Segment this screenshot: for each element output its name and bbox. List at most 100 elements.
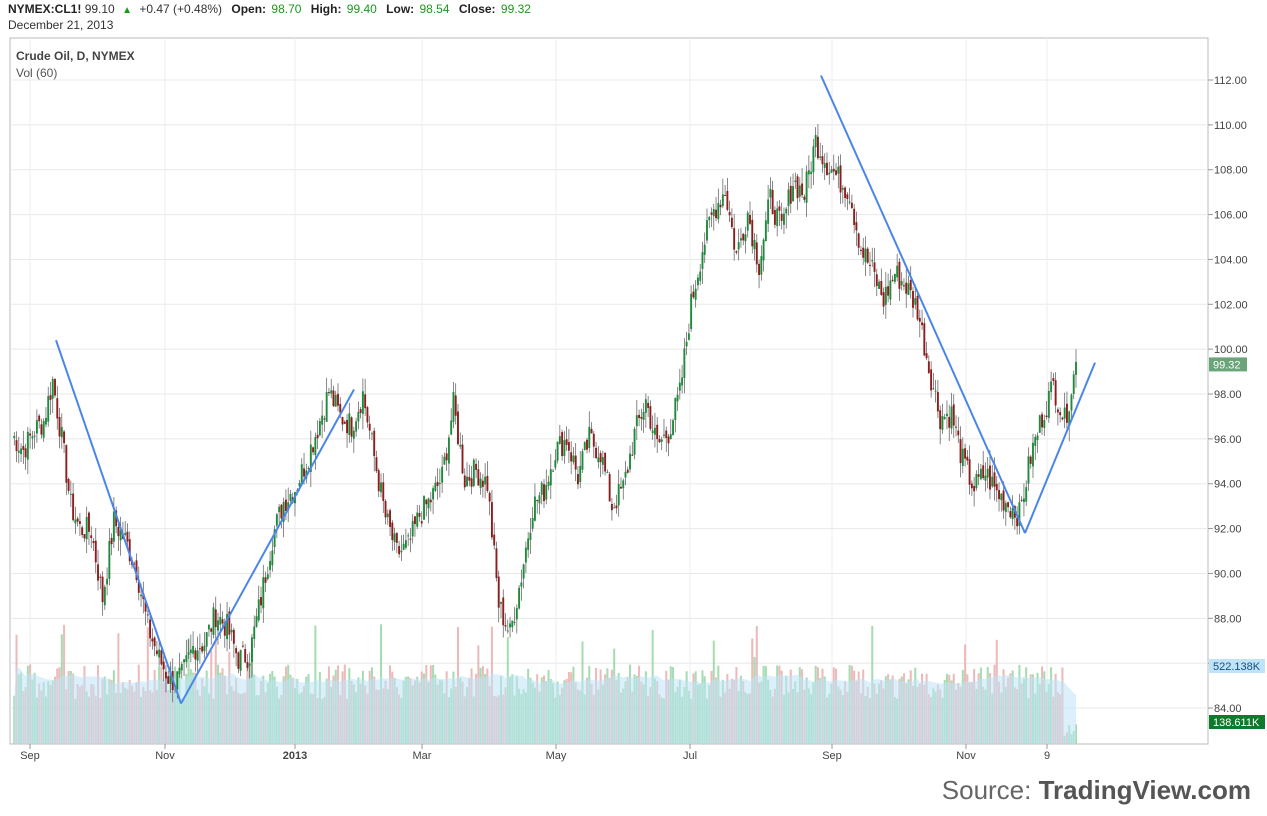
candle-body	[583, 442, 586, 451]
candle-body	[909, 279, 912, 291]
candle-body	[669, 434, 672, 439]
candle-body	[538, 495, 541, 504]
candle-body	[477, 469, 480, 486]
candle-body	[1068, 411, 1071, 426]
candle-body	[610, 503, 613, 511]
candle-body	[189, 649, 192, 654]
last-volume-tag-label: 138.611K	[1213, 717, 1260, 729]
candle-body	[230, 629, 233, 633]
candle-body	[515, 608, 518, 620]
candle-body	[94, 540, 97, 563]
candle-body	[884, 286, 887, 305]
candle-body	[520, 582, 523, 587]
candle-body	[67, 478, 70, 491]
candle-body	[620, 486, 622, 489]
candle-body	[33, 435, 36, 437]
candle-body	[644, 399, 647, 413]
candle-body	[622, 480, 625, 489]
candle-body	[364, 394, 367, 409]
candle-body	[126, 531, 129, 542]
candle-body	[712, 209, 715, 217]
candle-body	[327, 392, 330, 394]
candle-body	[733, 228, 736, 250]
candle-body	[101, 576, 104, 603]
candle-body	[581, 451, 584, 470]
candle-body	[986, 468, 989, 478]
candle-body	[1007, 502, 1010, 508]
source-name: TradingView.com	[1038, 775, 1251, 805]
candle-body	[796, 176, 799, 199]
x-tick-label: Sep	[822, 750, 842, 762]
candle-body	[1041, 414, 1043, 428]
candle-body	[402, 543, 405, 550]
candle-body	[22, 446, 25, 450]
candle-body	[56, 398, 59, 419]
candle-body	[361, 391, 364, 414]
candle-body	[898, 261, 901, 289]
candle-body	[674, 397, 677, 421]
candle-body	[875, 274, 878, 287]
candle-body	[155, 650, 158, 655]
candle-body	[246, 662, 249, 668]
candle-body	[633, 428, 636, 455]
candle-body	[778, 206, 781, 211]
candle-body	[773, 210, 776, 225]
candle-body	[63, 431, 66, 444]
candle-body	[429, 499, 432, 503]
candle-body	[45, 417, 47, 425]
candle-body	[608, 474, 611, 502]
candle-body	[721, 194, 724, 206]
candle-body	[563, 440, 566, 457]
candle-body	[244, 649, 247, 663]
candle-body	[314, 436, 317, 456]
candle-body	[149, 619, 152, 639]
high-label: High:	[310, 2, 342, 16]
candle-body	[776, 208, 779, 227]
symbol-header: NYMEX:CL1! 99.10 ▲ +0.47 (+0.48%) Open: …	[8, 2, 531, 16]
y-tick-label: 106.00	[1214, 210, 1248, 222]
candle-body	[384, 500, 387, 518]
candle-body	[266, 574, 269, 580]
candle-body	[724, 195, 727, 197]
candle-body	[826, 162, 828, 175]
candle-body	[1002, 490, 1005, 511]
candle-body	[660, 439, 663, 442]
open-label: Open:	[231, 2, 267, 16]
candle-body	[554, 460, 557, 468]
candle-body	[486, 475, 489, 491]
candle-body	[271, 550, 274, 566]
candle-body	[586, 439, 588, 450]
candle-body	[416, 512, 419, 527]
candle-body	[164, 671, 167, 679]
candle-body	[694, 288, 697, 300]
candle-body	[217, 620, 219, 631]
candle-body	[117, 527, 120, 537]
candle-body	[629, 453, 631, 470]
candle-body	[26, 431, 29, 460]
candle-body	[706, 220, 708, 241]
candle-body	[325, 392, 328, 422]
candle-body	[989, 465, 991, 490]
candle-body	[690, 293, 693, 329]
chart-title: Crude Oil, D, NYMEX	[16, 49, 135, 63]
candle-body	[434, 482, 437, 491]
candle-body	[452, 392, 455, 422]
candle-body	[511, 620, 514, 628]
candle-body	[78, 521, 81, 524]
candle-body	[289, 493, 292, 501]
candle-body	[794, 180, 797, 183]
candle-body	[993, 472, 996, 487]
candle-body	[214, 609, 217, 628]
candle-body	[484, 476, 487, 485]
candle-body	[106, 578, 109, 585]
candle-body	[701, 252, 704, 269]
candle-body	[506, 630, 509, 632]
volume-ma-area	[14, 665, 1077, 744]
y-tick-label: 102.00	[1214, 299, 1248, 311]
candle-body	[758, 263, 761, 276]
symbol-name: NYMEX:CL1!	[8, 2, 82, 16]
candle-body	[964, 448, 967, 459]
candle-body	[31, 436, 34, 439]
candle-body	[273, 529, 276, 547]
